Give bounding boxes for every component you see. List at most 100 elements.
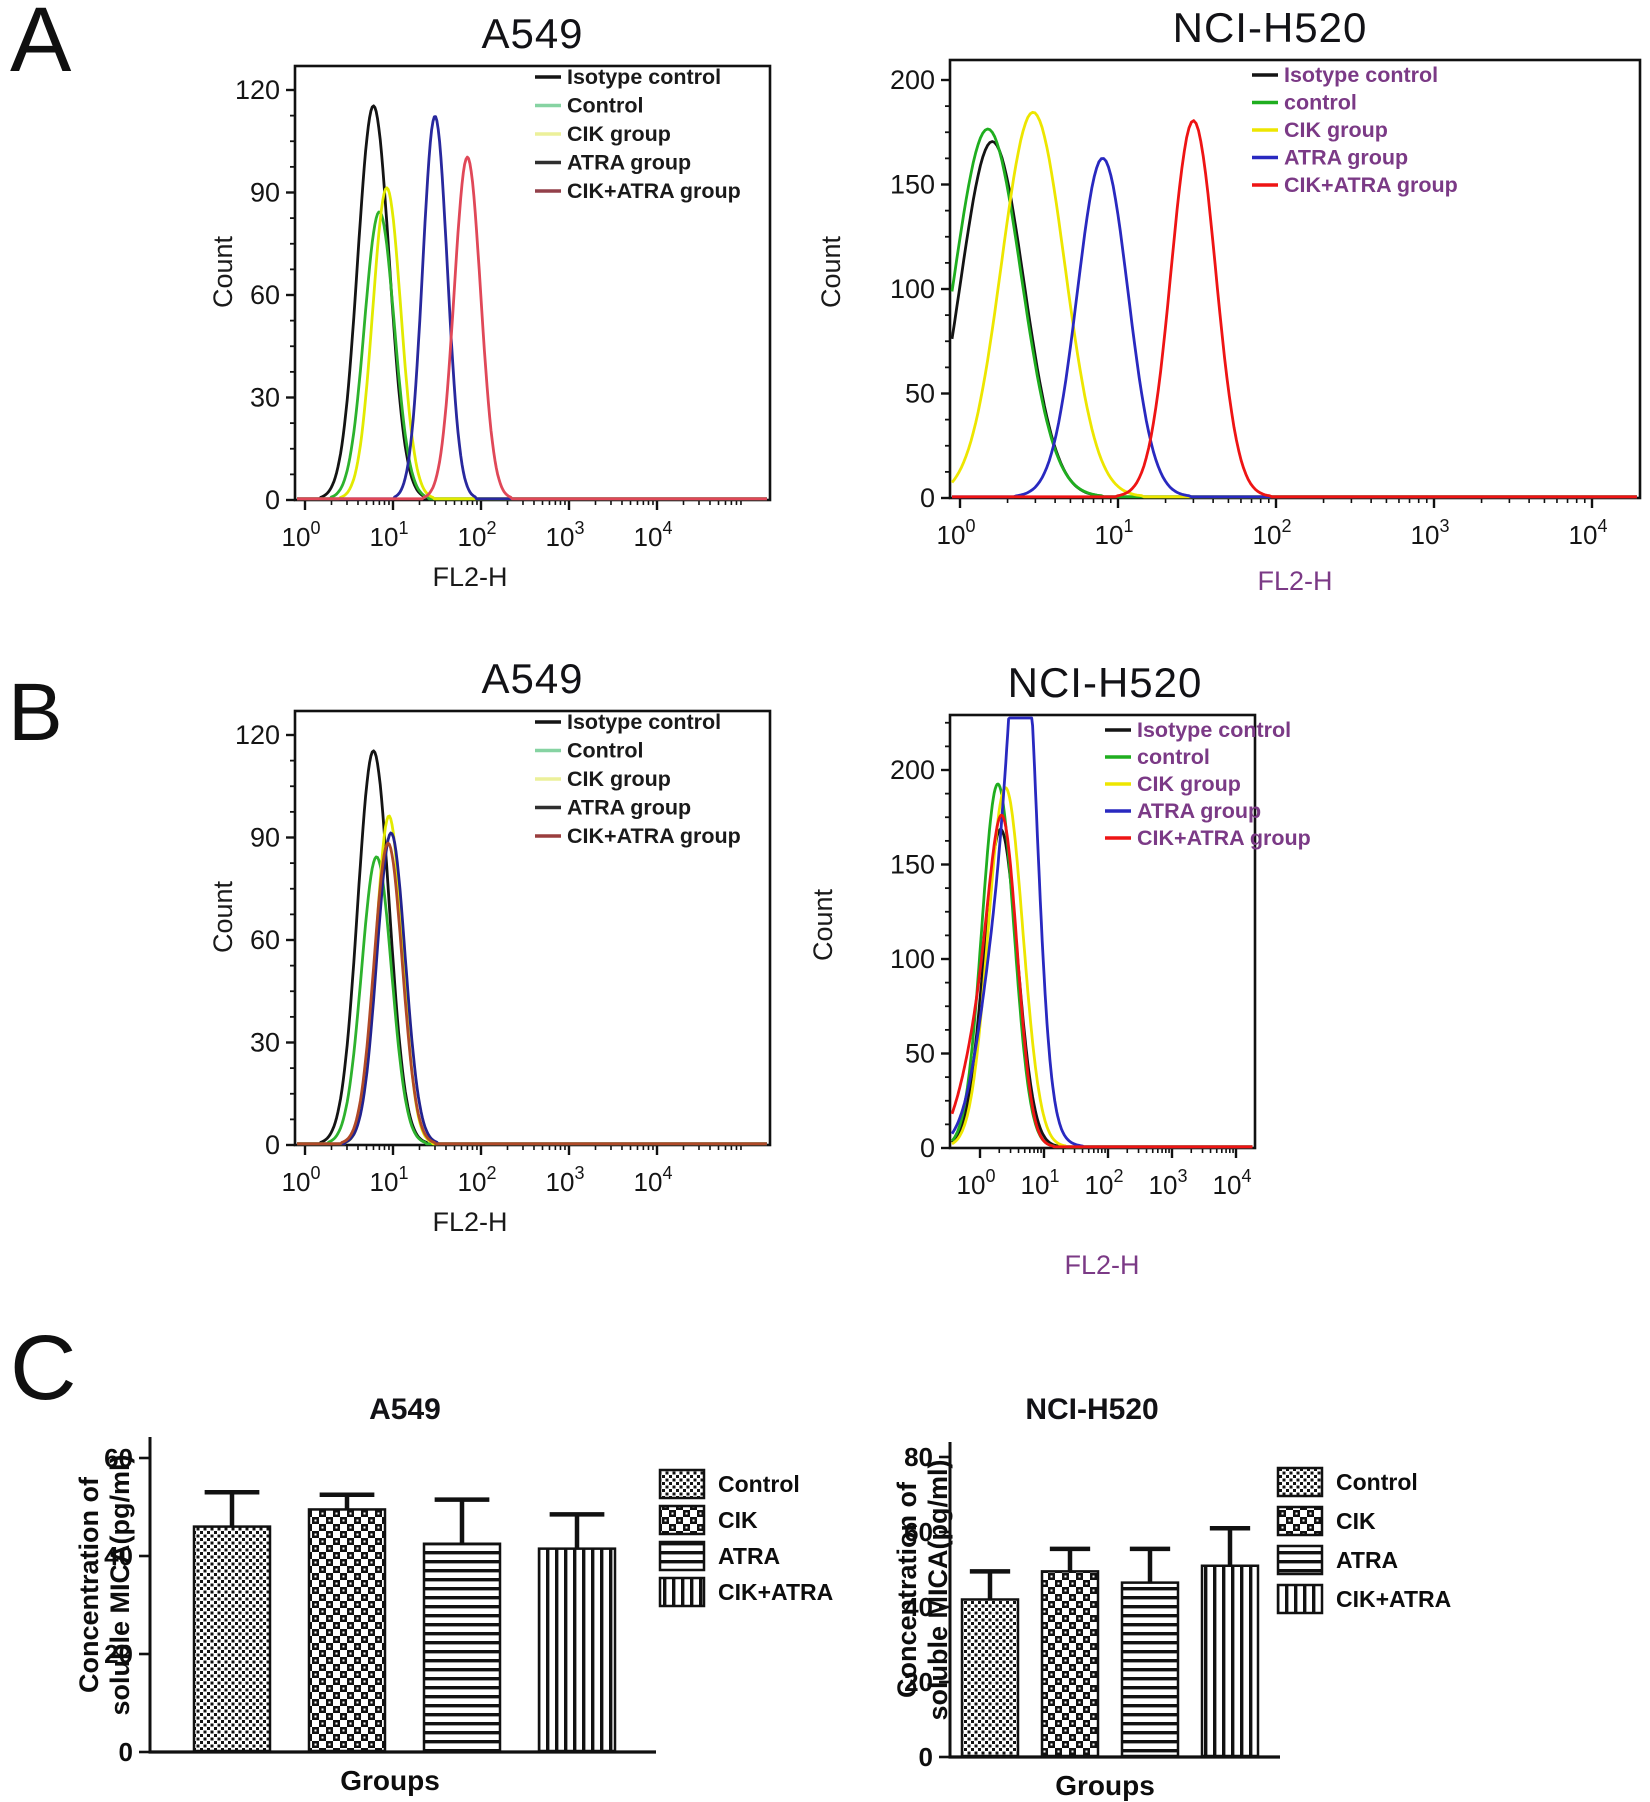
bar-control (192, 1525, 272, 1753)
svg-text:60: 60 (904, 1517, 933, 1547)
svg-text:200: 200 (890, 755, 935, 785)
chart-title: A549 (369, 1393, 441, 1426)
legend-item-label: control (1137, 745, 1210, 769)
svg-text:103: 103 (546, 518, 585, 552)
svg-text:102: 102 (1253, 516, 1292, 550)
svg-text:0: 0 (265, 485, 280, 515)
plot-area: 0 20 40 60 80 Control CIK ATRA CIK+ATRA (904, 1442, 1451, 1772)
plot-area: 0 20 40 60 Control CIK ATRA CIK+ATRA (104, 1437, 833, 1767)
x-axis-label: FL2-H (432, 562, 508, 592)
svg-text:101: 101 (370, 518, 409, 552)
panel-c-a549-bar-chart: A549 Concentration of soluble MICA(pg/ml… (60, 1335, 860, 1801)
legend-item-label: Control (1336, 1469, 1418, 1495)
svg-text:40: 40 (904, 1592, 933, 1622)
legend-item-label: ATRA (718, 1543, 780, 1569)
legend-item-label: Control (567, 739, 643, 763)
legend-item-label: CIK group (1137, 772, 1241, 796)
chart-title: A549 (481, 655, 584, 702)
svg-text:150: 150 (890, 850, 935, 880)
x-axis-label: FL2-H (1064, 1250, 1140, 1280)
svg-text:100: 100 (890, 274, 935, 304)
svg-text:100: 100 (282, 518, 321, 552)
svg-text:20: 20 (904, 1667, 933, 1697)
x-axis-label: FL2-H (1257, 566, 1333, 596)
bar-atra (1120, 1581, 1180, 1758)
chart-title: A549 (481, 10, 584, 57)
x-axis-label: FL2-H (432, 1207, 508, 1237)
legend-swatch-2 (658, 1504, 706, 1536)
legend-item-label: CIK+ATRA (718, 1579, 833, 1605)
svg-text:103: 103 (1149, 1166, 1188, 1200)
legend-item-label: CIK+ATRA group (1137, 826, 1311, 850)
svg-text:104: 104 (1213, 1166, 1252, 1200)
svg-text:100: 100 (957, 1166, 996, 1200)
svg-text:30: 30 (250, 382, 280, 412)
svg-text:90: 90 (250, 177, 280, 207)
legend-item-label: CIK group (567, 122, 671, 146)
x-axis-label: Groups (340, 1765, 440, 1796)
legend-item-label: ATRA group (567, 796, 691, 820)
svg-text:20: 20 (104, 1639, 133, 1669)
x-axis-label: Groups (1055, 1770, 1155, 1801)
bar-cik (307, 1508, 387, 1753)
legend-item-label: CIK (718, 1507, 758, 1533)
legend-swatch-4 (1276, 1583, 1324, 1615)
svg-text:103: 103 (546, 1163, 585, 1197)
legend-item-label: CIK group (1284, 118, 1388, 142)
svg-text:0: 0 (265, 1130, 280, 1160)
bar-cik-plus-atra (537, 1547, 617, 1753)
svg-text:200: 200 (890, 65, 935, 95)
legend-item-label: Isotype control (567, 710, 721, 734)
svg-text:102: 102 (458, 1163, 497, 1197)
legend-item-label: ATRA (1336, 1547, 1398, 1573)
legend-item-label: CIK+ATRA group (567, 824, 741, 848)
plot-area: 0 30 60 90 120 100 101 102 103 104 Isotype control… (235, 64, 772, 552)
legend-swatch-1 (1276, 1466, 1324, 1498)
legend-item-label: Control (567, 94, 643, 118)
svg-text:60: 60 (104, 1443, 133, 1473)
legend-item-label: control (1284, 91, 1357, 115)
legend-swatch-1 (658, 1468, 706, 1500)
panel-a-nci-h520-histogram: NCI-H520 Count FL2-H 0 50 100 150 200 100 101 1… (800, 0, 1650, 625)
legend-item-label: ATRA group (1284, 146, 1408, 170)
panel-label-c: C (10, 1317, 77, 1419)
legend-item-label: CIK group (567, 767, 671, 791)
legend-item-label: CIK (1336, 1508, 1376, 1534)
chart-title: NCI-H520 (1172, 4, 1368, 51)
svg-text:0: 0 (119, 1737, 133, 1767)
bar-atra (422, 1542, 502, 1753)
svg-text:30: 30 (250, 1027, 280, 1057)
legend-swatch-4 (658, 1576, 706, 1608)
legend-swatch-2 (1276, 1505, 1324, 1537)
svg-text:50: 50 (905, 1039, 935, 1069)
svg-text:104: 104 (1569, 516, 1608, 550)
legend-item-label: CIK+ATRA group (1284, 173, 1458, 197)
legend-item-label: CIK+ATRA (1336, 1586, 1451, 1612)
svg-text:0: 0 (920, 1133, 935, 1163)
legend-item-label: Isotype control (567, 65, 721, 89)
chart-title: NCI-H520 (1025, 1393, 1159, 1426)
svg-text:0: 0 (919, 1742, 933, 1772)
svg-text:100: 100 (890, 944, 935, 974)
svg-text:90: 90 (250, 822, 280, 852)
legend-item-label: Control (718, 1471, 800, 1497)
svg-text:60: 60 (250, 925, 280, 955)
panel-label-b: B (8, 667, 63, 758)
plot-area: 0 50 100 150 200 100 101 102 103 104 Isotype contr… (890, 58, 1642, 550)
svg-text:100: 100 (282, 1163, 321, 1197)
svg-text:60: 60 (250, 280, 280, 310)
svg-text:40: 40 (104, 1541, 133, 1571)
bar-cik (1040, 1570, 1100, 1758)
plot-area: 0 30 60 90 120 100 101 102 103 104 Isotype control… (235, 709, 772, 1197)
legend-item-label: Isotype control (1137, 718, 1291, 742)
svg-text:80: 80 (904, 1442, 933, 1472)
legend-swatch-3 (1276, 1544, 1324, 1576)
svg-text:101: 101 (1095, 516, 1134, 550)
chart-title: NCI-H520 (1007, 659, 1203, 706)
panel-b-nci-h520-histogram: NCI-H520 Count FL2-H 0 50 100 150 200 100 101 1… (800, 645, 1650, 1285)
svg-text:101: 101 (1021, 1166, 1060, 1200)
svg-text:120: 120 (235, 75, 280, 105)
svg-text:102: 102 (1085, 1166, 1124, 1200)
svg-text:102: 102 (458, 518, 497, 552)
